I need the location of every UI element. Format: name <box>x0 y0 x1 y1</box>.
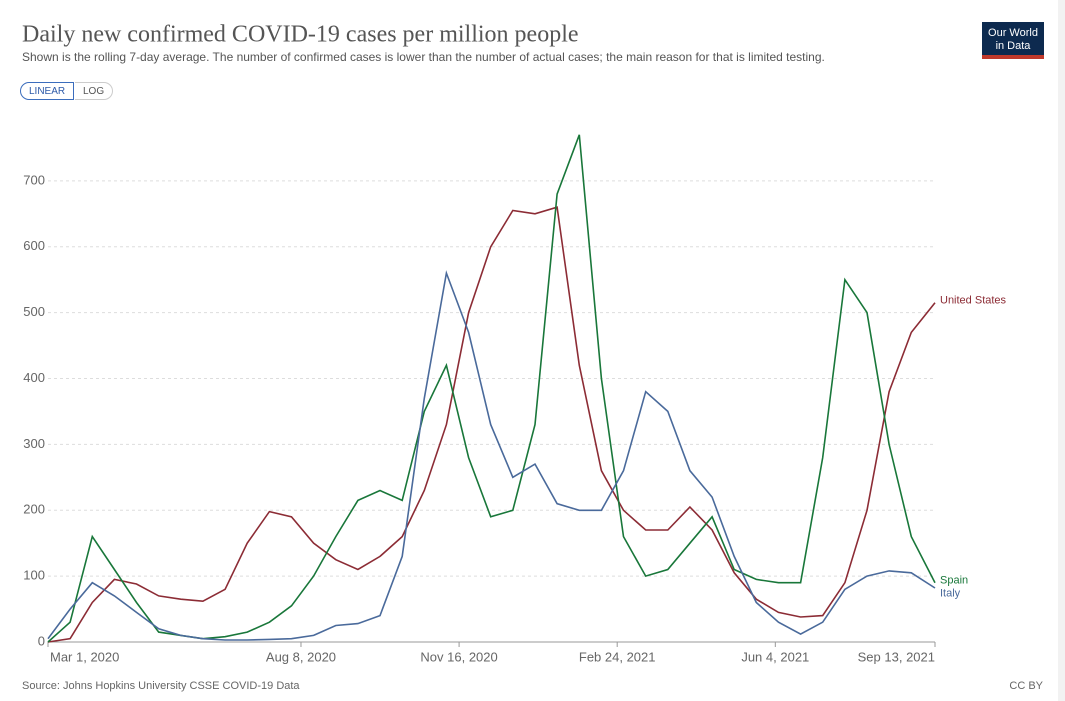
x-tick-label: Sep 13, 2021 <box>858 649 935 664</box>
x-tick-label: Jun 4, 2021 <box>741 649 809 664</box>
legend-label: Spain <box>940 575 968 587</box>
logo-text: Our World <box>988 27 1038 39</box>
legend-label: United States <box>940 295 1007 307</box>
linear-button[interactable]: LINEAR <box>20 82 75 100</box>
x-tick-label: Feb 24, 2021 <box>579 649 656 664</box>
y-tick-label: 500 <box>23 304 45 319</box>
chart-title: Daily new confirmed COVID-19 cases per m… <box>22 22 579 48</box>
series-line <box>47 134 936 643</box>
license[interactable]: CC BY <box>1009 680 1043 692</box>
logo-box[interactable] <box>982 22 1044 59</box>
y-tick-label: 700 <box>23 172 45 187</box>
logo-text: in Data <box>996 40 1032 52</box>
y-tick-label: 100 <box>23 568 45 583</box>
y-tick-label: 200 <box>23 502 45 517</box>
log-button[interactable]: LOG <box>75 82 114 100</box>
source: Source: Johns Hopkins University CSSE CO… <box>22 680 300 692</box>
x-tick-label: Aug 8, 2020 <box>266 649 336 664</box>
chart-subtitle: Shown is the rolling 7-day average. The … <box>22 50 825 64</box>
y-tick-label: 400 <box>23 370 45 385</box>
y-tick-label: 0 <box>38 633 45 648</box>
series-line <box>47 206 936 643</box>
logo-bar <box>982 55 1044 59</box>
side-strip <box>1058 0 1065 701</box>
y-tick-label: 300 <box>23 436 45 451</box>
y-tick-label: 600 <box>23 238 45 253</box>
series-line <box>47 270 936 641</box>
x-tick-label: Nov 16, 2020 <box>420 649 497 664</box>
legend-label: Italy <box>940 588 961 600</box>
x-tick-label: Mar 1, 2020 <box>50 649 119 664</box>
